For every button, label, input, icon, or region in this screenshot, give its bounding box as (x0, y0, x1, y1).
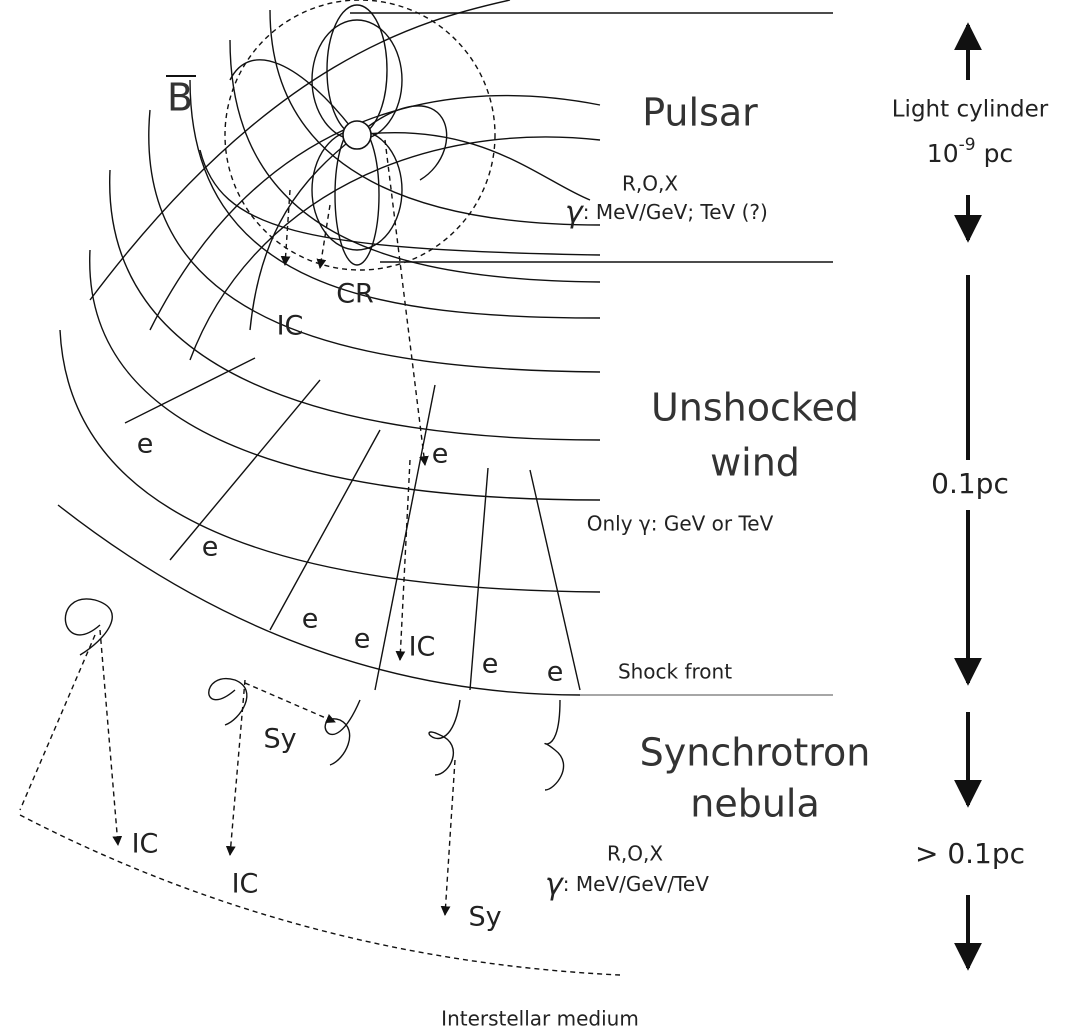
process: e (202, 532, 219, 563)
scale: > 0.1pc (915, 837, 1025, 870)
scale-title: Light cylinder (892, 97, 1049, 123)
field-label: B (167, 76, 193, 120)
process: e (482, 649, 499, 680)
process: e (432, 439, 449, 470)
base: 10 (927, 139, 959, 168)
gamma: γ (545, 867, 565, 902)
region: Pulsar (642, 91, 758, 135)
process: IC (132, 829, 159, 860)
range: : MeV/GeV/TeV (563, 872, 709, 896)
scale-value: 10-9 pc (927, 135, 1013, 168)
process: IC (409, 632, 436, 663)
emission: Only γ: GeV or TeV (587, 512, 774, 536)
range: : MeV/GeV; TeV (?) (583, 200, 768, 224)
unit: pc (984, 139, 1014, 168)
gamma-range: γ: MeV/GeV; TeV (?) (565, 195, 768, 230)
process: e (302, 604, 319, 635)
region: Synchrotron (640, 731, 871, 775)
gamma: γ (565, 195, 585, 230)
process: IC (277, 311, 304, 342)
exponent: -9 (959, 135, 976, 155)
bands: R,O,X (622, 172, 678, 196)
region: nebula (690, 782, 820, 826)
process: e (354, 624, 371, 655)
process: CR (336, 279, 374, 310)
process: IC (232, 869, 259, 900)
shapes (19, 0, 982, 976)
shock-front: Shock front (618, 660, 732, 684)
region: Unshocked (651, 386, 859, 430)
labels: B Pulsar Unshocked wind Synchrotron nebu… (132, 76, 1049, 1031)
process: Sy (468, 902, 501, 933)
gamma-range: γ: MeV/GeV/TeV (545, 867, 709, 902)
region: wind (710, 441, 800, 485)
bands: R,O,X (607, 842, 663, 866)
process: e (547, 657, 564, 688)
process: Sy (263, 724, 296, 755)
process: e (137, 429, 154, 460)
scale: 0.1pc (931, 467, 1009, 500)
interstellar: Interstellar medium (441, 1007, 639, 1031)
